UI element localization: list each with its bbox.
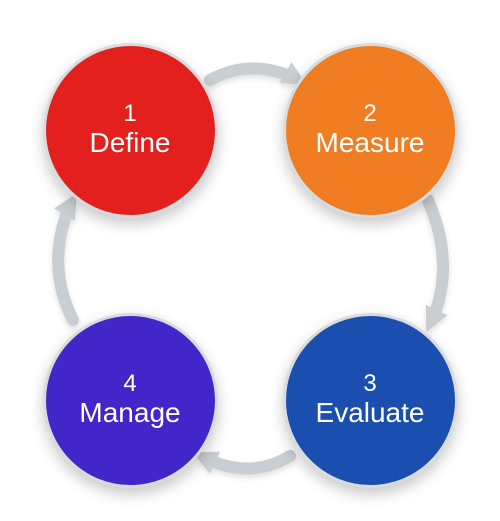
node-number: 4 bbox=[123, 371, 136, 397]
node-number: 2 bbox=[363, 101, 376, 127]
arrow-evaluate-to-manage bbox=[205, 456, 290, 469]
node-label: Define bbox=[90, 128, 171, 159]
node-number: 1 bbox=[123, 101, 136, 127]
node-label: Evaluate bbox=[316, 398, 425, 429]
node-define: 1 Define bbox=[43, 43, 218, 218]
node-manage: 4 Manage bbox=[43, 313, 218, 488]
node-label: Manage bbox=[79, 398, 180, 429]
node-number: 3 bbox=[363, 371, 376, 397]
cycle-diagram: 1 Define 2 Measure 3 Evaluate 4 Manage bbox=[0, 0, 500, 521]
arrow-manage-to-define bbox=[58, 205, 73, 320]
node-evaluate: 3 Evaluate bbox=[283, 313, 458, 488]
node-label: Measure bbox=[316, 128, 425, 159]
arrow-define-to-measure bbox=[210, 68, 295, 80]
node-measure: 2 Measure bbox=[283, 43, 458, 218]
arrow-measure-to-evaluate bbox=[428, 200, 443, 320]
